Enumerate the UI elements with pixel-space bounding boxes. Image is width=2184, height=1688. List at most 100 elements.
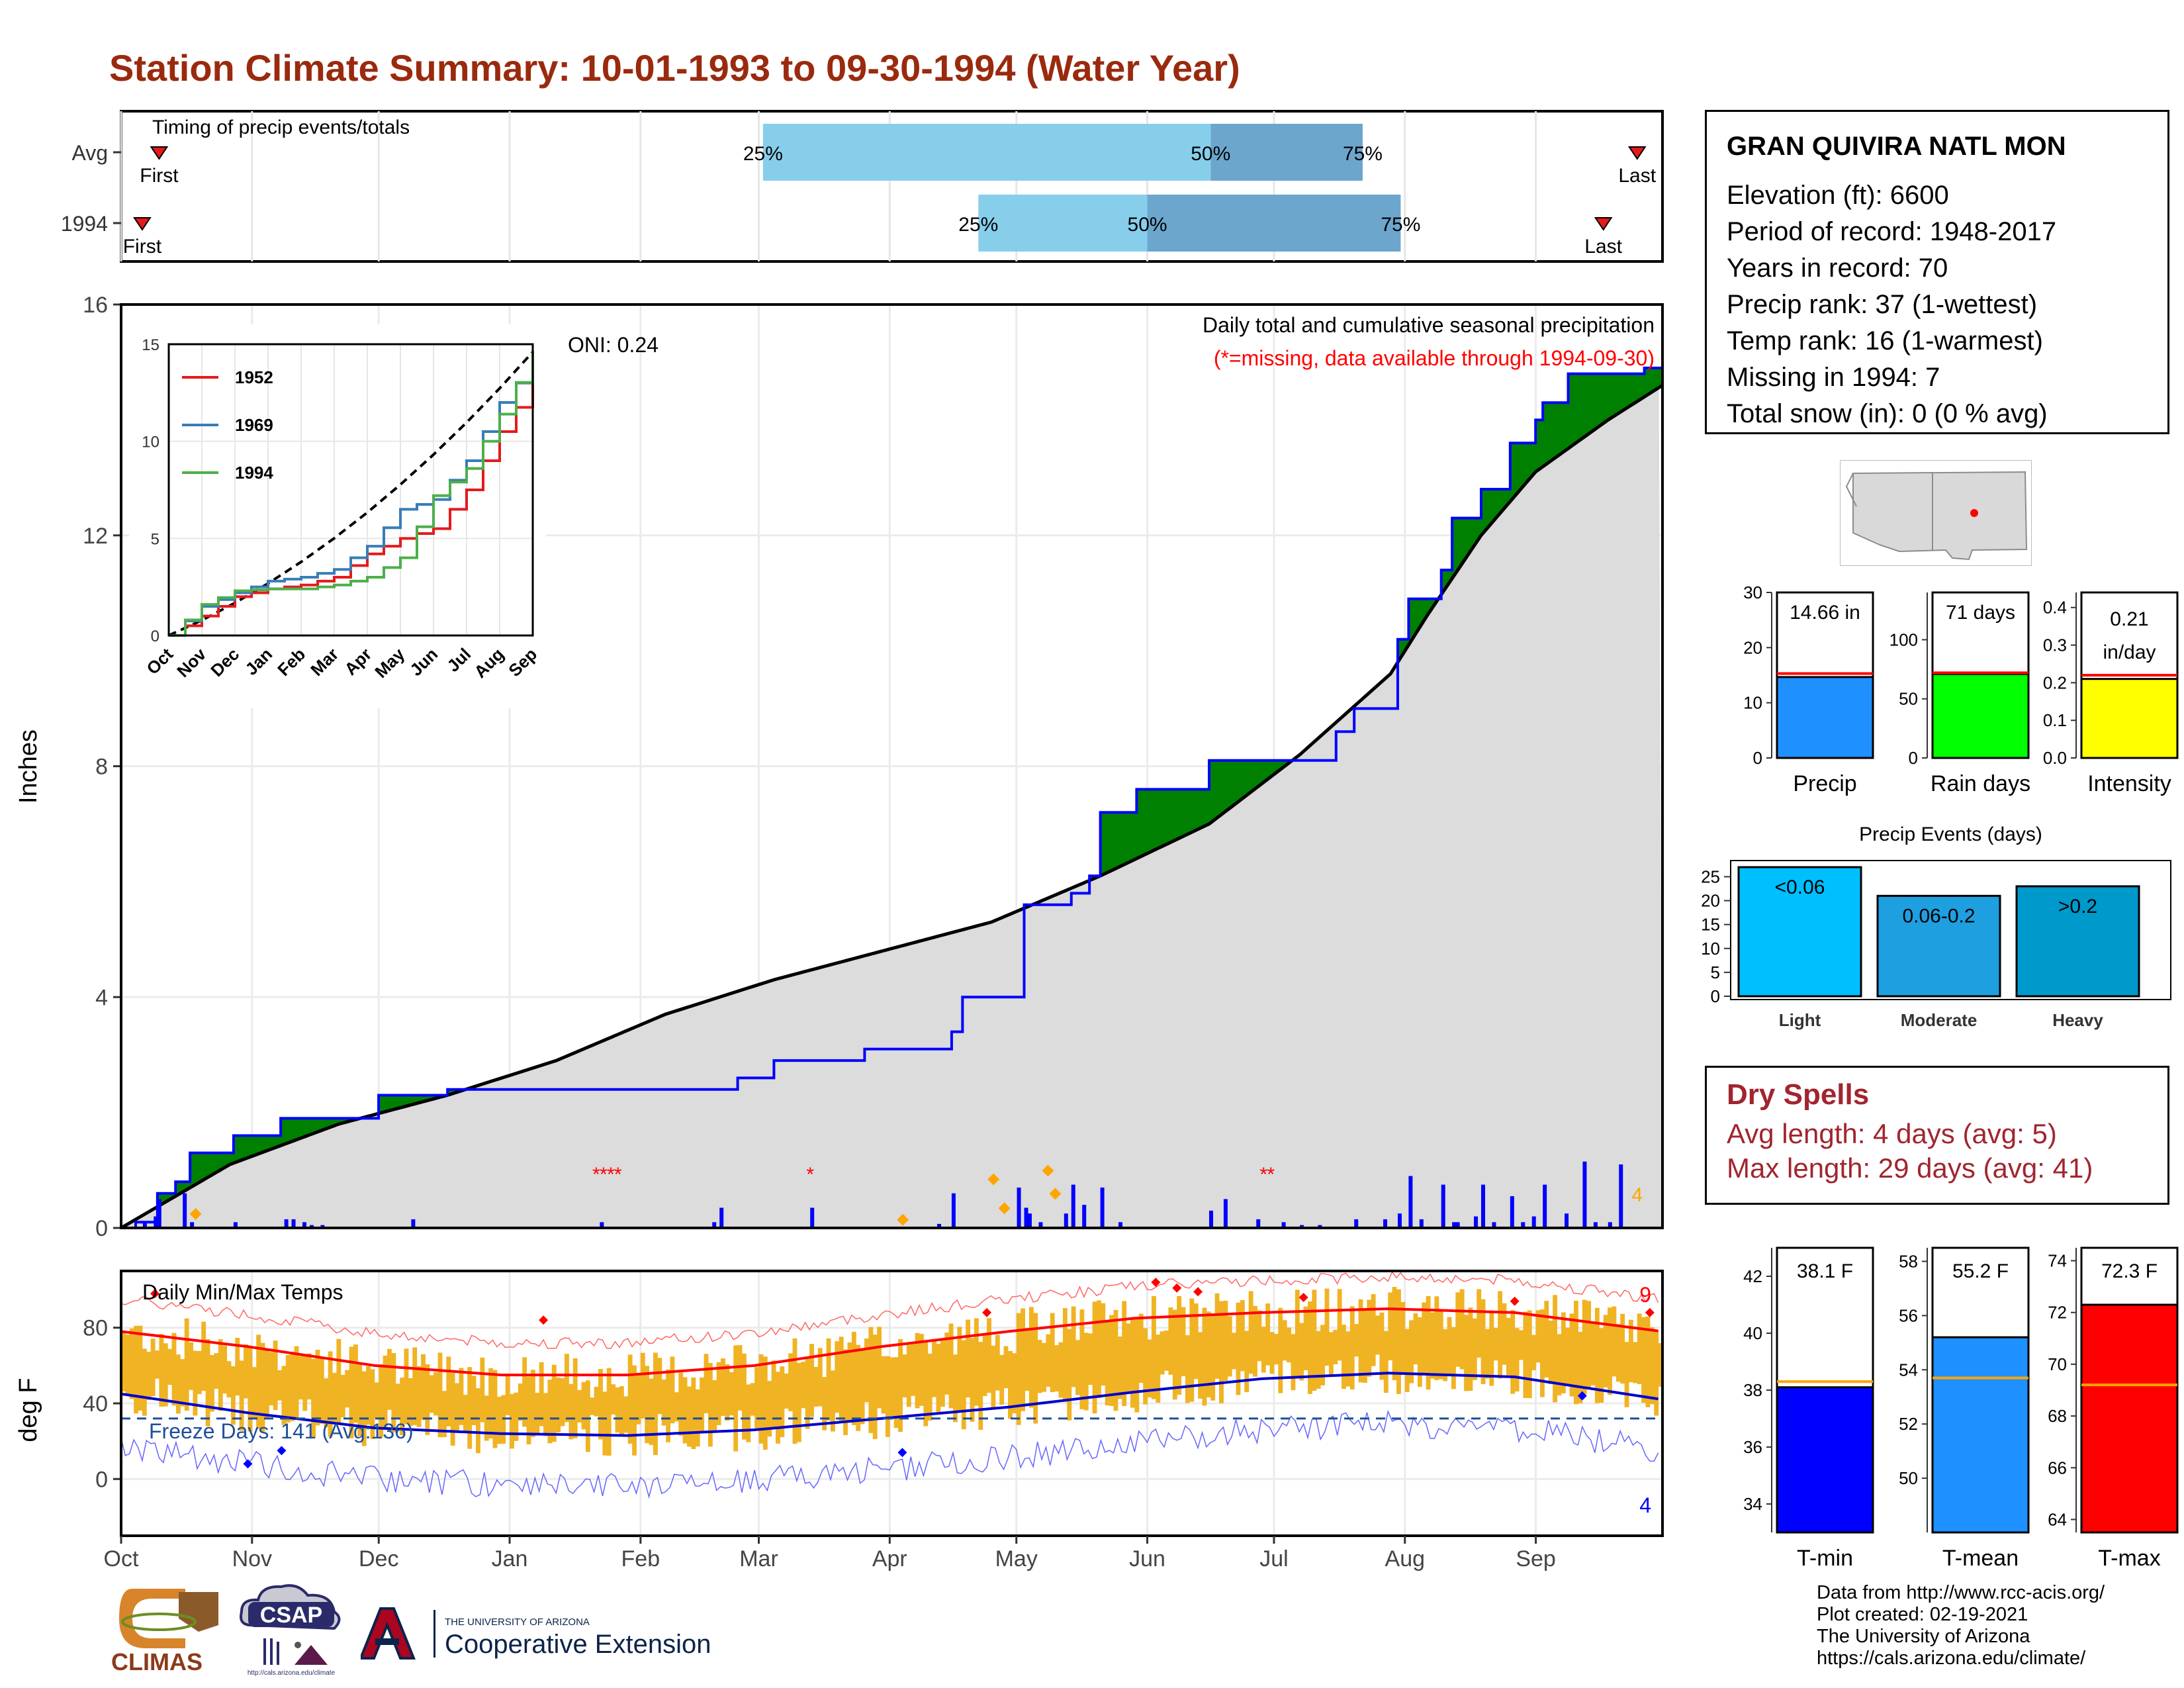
temp-daily-bar [615, 1387, 620, 1433]
precip-diff-fill [1274, 760, 1279, 773]
precip-diff-fill [1230, 760, 1235, 806]
temp-daily-bar [817, 1348, 823, 1407]
climas-logo-text: CLIMAS [111, 1648, 203, 1675]
precip-diff-fill [411, 1095, 416, 1105]
precip-daily-bar [1593, 1222, 1598, 1228]
x-axis-month-label: Jul [1259, 1546, 1288, 1571]
temp-record-high-marker [539, 1315, 549, 1325]
events-bar-label: >0.2 [2058, 896, 2097, 917]
precip-diff-fill [1648, 367, 1653, 394]
temp-daily-bar [370, 1369, 375, 1439]
precip-diff-fill [1140, 789, 1144, 857]
precip-diff-fill [244, 1135, 249, 1158]
precip-diff-fill [1448, 570, 1453, 581]
temp-daily-bar [1113, 1309, 1118, 1411]
temp-daily-bar [1459, 1289, 1465, 1370]
precip-diff-fill [175, 1182, 180, 1196]
precip-avg-area [121, 387, 1662, 1228]
temp-daily-bar [754, 1366, 760, 1429]
precip-diff-fill [218, 1152, 224, 1170]
precip-diff-fill [1144, 789, 1148, 855]
precip-diff-fill [1158, 789, 1163, 847]
temp-daily-bar [226, 1361, 232, 1398]
temp-daily-bar [1333, 1329, 1338, 1365]
precip-diff-fill [451, 1089, 455, 1094]
precip-diff-fill [1441, 570, 1445, 592]
precip-daily-bar [1419, 1219, 1424, 1228]
precip-daily-bar [1017, 1187, 1021, 1228]
temp-daily-bar [889, 1357, 895, 1416]
temp-daily-bar [1316, 1331, 1321, 1389]
temp-daily-bar [159, 1334, 164, 1407]
mini-bar-tick-label: 0.0 [2043, 748, 2067, 768]
precip-diff-fill [291, 1118, 296, 1141]
temp-daily-bar [1506, 1317, 1511, 1376]
temp-daily-bar [1147, 1339, 1152, 1397]
precip-diff-fill [1281, 760, 1286, 767]
precip-diff-fill [393, 1095, 398, 1109]
elevation-line: Elevation (ft): 6600 [1727, 181, 1949, 210]
precip-diff-fill [1524, 443, 1529, 483]
precip-daily-bar [1492, 1222, 1496, 1228]
mini-bar-tick-label: 0.2 [2043, 673, 2067, 692]
mini-bar-value-label: 0.21 [2110, 608, 2148, 630]
temp-daily-bar [657, 1358, 662, 1415]
temp-daily-bar [585, 1380, 590, 1452]
oni-label: ONI: 0.24 [568, 333, 659, 357]
temp-daily-bar [1510, 1310, 1516, 1394]
temp-summary-value-label: 72.3 F [2101, 1260, 2158, 1282]
precip-diff-fill [1223, 760, 1228, 812]
temp-daily-bar [725, 1364, 730, 1421]
temp-daily-bar [1328, 1332, 1334, 1377]
temp-daily-bar [1557, 1334, 1562, 1395]
precip-diff-fill [1173, 789, 1177, 841]
temp-daily-bar [856, 1344, 861, 1431]
temp-daily-bar [129, 1328, 134, 1399]
temp-daily-bar [1527, 1310, 1532, 1399]
temp-daily-bar [1092, 1301, 1097, 1414]
inset-ytick-label: 15 [142, 336, 159, 354]
temp-daily-bar [1367, 1299, 1372, 1377]
temp-daily-bar [953, 1354, 958, 1423]
temp-daily-bar [1493, 1327, 1498, 1361]
temp-daily-bar [374, 1382, 379, 1419]
precip-diff-fill [1209, 760, 1214, 823]
temp-daily-bar [1342, 1325, 1346, 1389]
temp-daily-bar [1586, 1301, 1592, 1389]
temp-daily-bar [623, 1396, 629, 1433]
temp-daily-bar [450, 1372, 455, 1446]
temp-avg-max-line [120, 1307, 1659, 1377]
precip-daily-bar [291, 1219, 296, 1228]
events-tick-label: 10 [1701, 939, 1720, 959]
station-marker [1970, 509, 1978, 517]
events-bar-label: 0.06-0.2 [1902, 905, 1975, 927]
temp-daily-bar [1654, 1331, 1659, 1416]
precip-diff-fill [1147, 789, 1152, 853]
temp-daily-bar [1257, 1310, 1262, 1362]
precip-daily-bar [1223, 1199, 1228, 1228]
dry-avg-line: Avg length: 4 days (avg: 5) [1727, 1118, 2057, 1149]
precip-diff-fill [320, 1118, 325, 1131]
precip-daily-bar [1100, 1187, 1105, 1228]
temp-daily-bar [893, 1357, 899, 1429]
precip-event-count: 4 [1631, 1184, 1643, 1206]
station-info-box: GRAN QUIVIRA NATL MON Elevation (ft): 66… [1705, 110, 2169, 434]
temp-daily-bar [1156, 1335, 1161, 1403]
events-bar-label: <0.06 [1775, 876, 1825, 898]
temp-daily-bar [1430, 1312, 1435, 1379]
temp-daily-bar [767, 1381, 772, 1437]
temp-daily-bar [1105, 1321, 1110, 1406]
temp-daily-bar [674, 1392, 679, 1422]
precip-daily-bar [1531, 1216, 1536, 1228]
precip-missing-note: (*=missing, data available through 1994-… [1214, 346, 1655, 370]
temp-daily-bar [1362, 1310, 1367, 1383]
temp-daily-bar [1050, 1313, 1055, 1393]
temp-daily-bar [1337, 1289, 1342, 1361]
temp-daily-bar [1443, 1329, 1448, 1382]
temp-daily-bar [1236, 1302, 1241, 1395]
temp-daily-bar [471, 1376, 477, 1425]
events-tick-label: 15 [1701, 915, 1720, 935]
temp-daily-bar [1349, 1306, 1355, 1389]
temp-daily-bar [653, 1352, 658, 1456]
temp-daily-bar [459, 1368, 464, 1425]
